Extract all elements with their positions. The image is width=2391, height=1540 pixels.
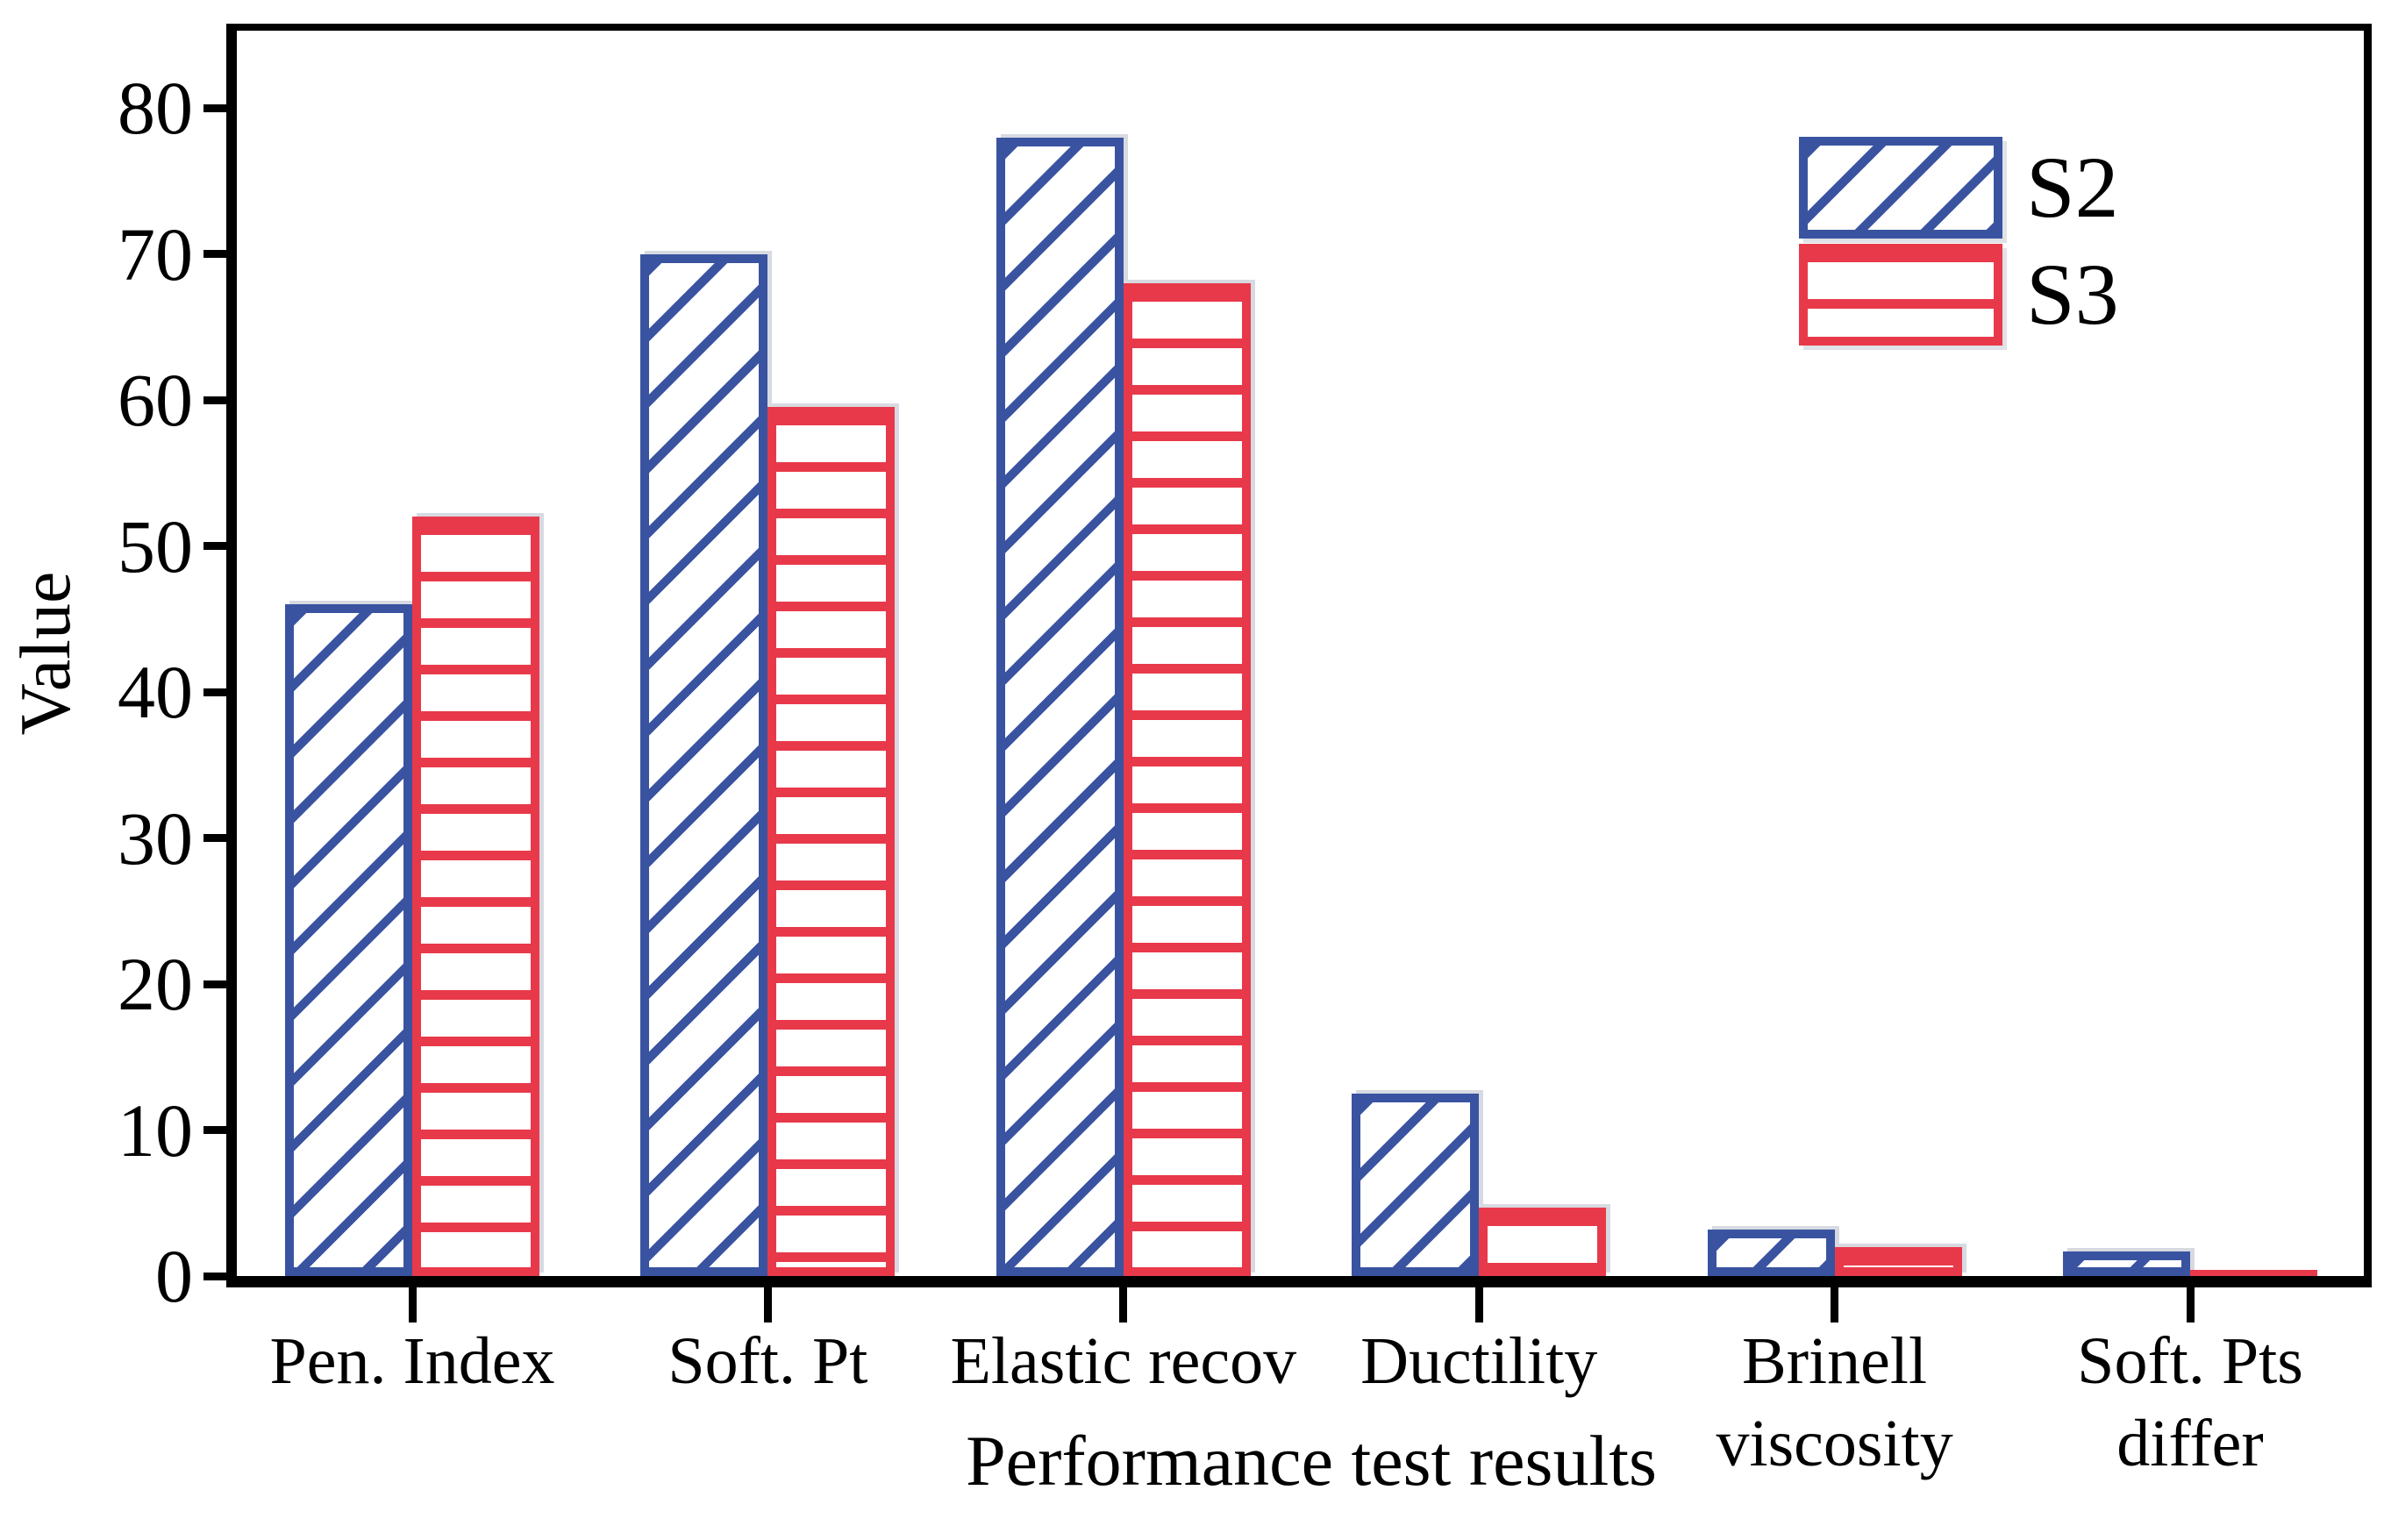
- bar-s2-5: [2063, 1251, 2190, 1276]
- y-tick: [203, 688, 237, 696]
- y-tick: [203, 980, 237, 988]
- bar-s3-2: [1123, 282, 1251, 1276]
- y-tick: [203, 103, 237, 112]
- x-tick: [1831, 1284, 1839, 1323]
- category-label-line: Soft. Pts: [2077, 1324, 2303, 1398]
- y-tick-label: 50: [118, 503, 193, 588]
- bar-s3-1: [767, 407, 896, 1276]
- x-tick: [408, 1284, 417, 1323]
- y-tick: [203, 396, 237, 404]
- y-tick-label: 10: [118, 1087, 193, 1173]
- y-tick-label: 30: [118, 795, 193, 881]
- legend-swatch-s2: [1799, 137, 2002, 239]
- category-label-line: Brinell: [1742, 1324, 1928, 1398]
- legend-label-s3: S3: [2026, 246, 2119, 343]
- category-label: Soft. Pt: [667, 1320, 867, 1402]
- category-label-line: viscosity: [1716, 1407, 1953, 1480]
- x-tick: [1474, 1284, 1483, 1323]
- x-axis-title: Performance test results: [966, 1421, 1657, 1501]
- y-tick: [203, 1272, 237, 1280]
- bar-s3-0: [412, 517, 539, 1276]
- x-tick: [1119, 1284, 1128, 1323]
- bar-s2-3: [1352, 1093, 1480, 1276]
- x-tick: [763, 1284, 772, 1323]
- legend-swatch-s3: [1799, 244, 2002, 346]
- category-label-line: differ: [2116, 1407, 2264, 1480]
- bar-s2-0: [285, 604, 412, 1276]
- bar-s2-1: [640, 253, 768, 1276]
- category-label: Ductility: [1360, 1320, 1597, 1402]
- y-tick-label: 80: [118, 66, 193, 151]
- category-label: Elastic recov: [951, 1320, 1297, 1402]
- y-tick: [203, 1126, 237, 1135]
- category-label-line: Ductility: [1360, 1324, 1598, 1398]
- category-label-line: Elastic recov: [950, 1324, 1297, 1398]
- bar-s3-5: [2190, 1270, 2317, 1276]
- bar-s3-3: [1479, 1207, 1607, 1276]
- y-tick-label: 0: [155, 1234, 193, 1318]
- category-label: Soft. Pts differ: [2077, 1320, 2303, 1485]
- y-tick: [203, 542, 237, 551]
- y-tick-label: 20: [118, 942, 193, 1027]
- bar-s2-4: [1707, 1229, 1835, 1276]
- category-label: Brinell viscosity: [1716, 1320, 1952, 1485]
- y-tick-label: 40: [118, 650, 193, 735]
- category-label-line: Pen. Index: [269, 1324, 555, 1398]
- x-tick: [2186, 1284, 2195, 1323]
- bar-s2-2: [996, 137, 1124, 1276]
- y-tick-label: 70: [118, 211, 193, 296]
- y-tick: [203, 250, 237, 259]
- legend-label-s2: S2: [2026, 139, 2119, 236]
- category-label-line: Soft. Pt: [667, 1324, 868, 1398]
- category-label: Pen. Index: [269, 1320, 554, 1402]
- y-tick: [203, 834, 237, 843]
- bar-s3-4: [1834, 1246, 1962, 1276]
- y-tick-label: 60: [118, 358, 193, 443]
